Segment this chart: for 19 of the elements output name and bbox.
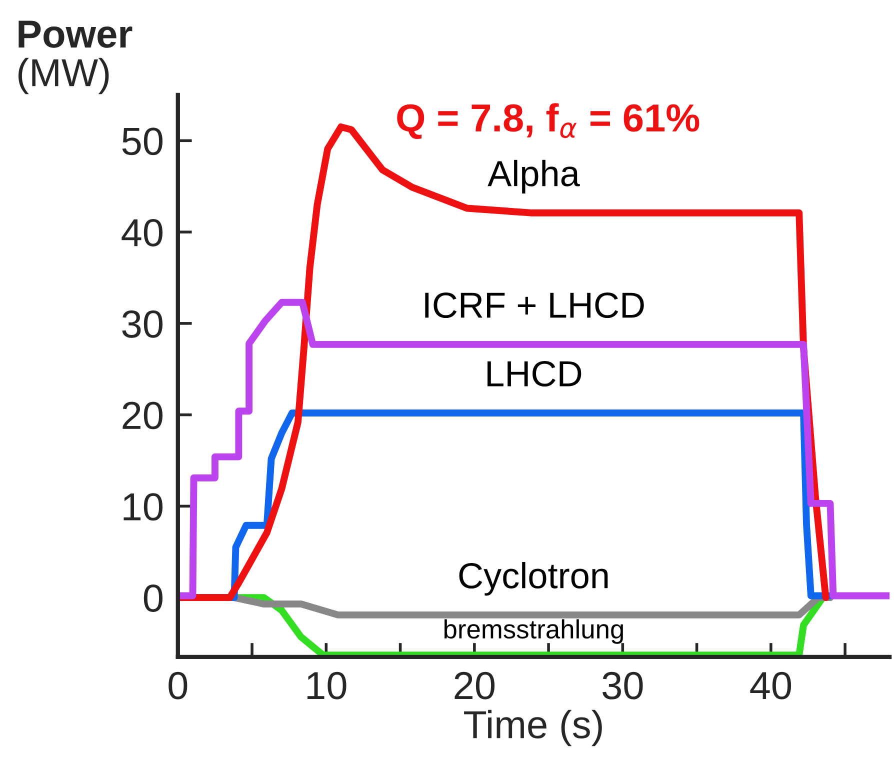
y-tick-label: 20	[122, 402, 162, 430]
y-tick-label: 0	[144, 584, 162, 612]
annotation: Q = 7.8, f$_{α}$ = 61%	[397, 103, 700, 140]
y-tick-label: 10	[124, 493, 162, 521]
x-axis-title: Time (s)	[464, 710, 602, 746]
x-tick-label: 30	[602, 672, 643, 700]
x-tick-label: 20	[454, 672, 495, 700]
series-label: Cyclotron	[459, 562, 608, 596]
x-tick-label: 40	[750, 672, 792, 700]
y-tick-label: 50	[122, 128, 162, 156]
series-label: Alpha	[488, 160, 580, 194]
x-tick-label: 0	[168, 672, 188, 700]
y-axis-title: Power (MW)	[18, 20, 132, 94]
x-tick-label: 10	[308, 672, 346, 700]
series-label: bremsstrahlung	[444, 619, 623, 644]
y-tick-label: 40	[122, 218, 162, 247]
series-label: LHCD	[488, 360, 582, 387]
series-label: ICRF + LHCD	[425, 292, 644, 318]
y-tick-label: 30	[122, 310, 162, 338]
